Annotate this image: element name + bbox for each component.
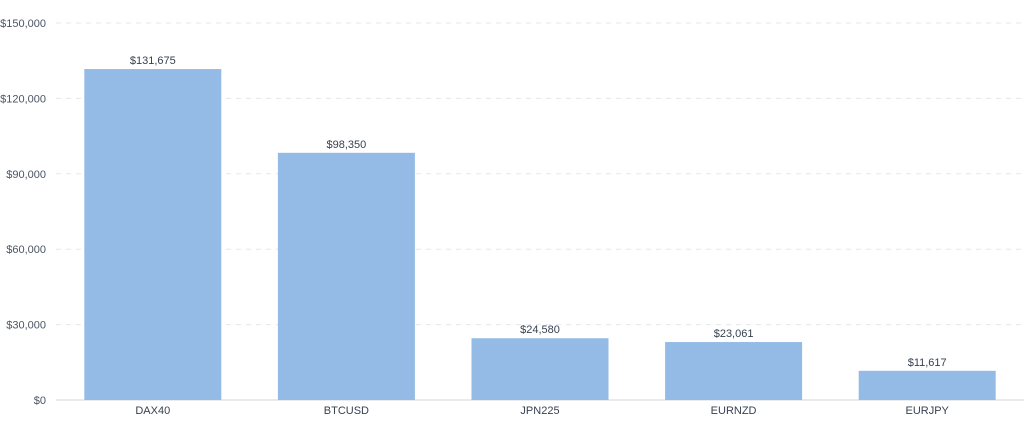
y-tick-label: $150,000	[0, 18, 46, 30]
bar	[858, 370, 996, 400]
x-tick-label: EURNZD	[711, 405, 757, 417]
y-tick-label: $30,000	[6, 320, 46, 332]
bar	[84, 69, 222, 401]
data-label: $11,617	[908, 357, 947, 369]
bar	[471, 338, 609, 400]
y-tick-label: $90,000	[6, 169, 46, 181]
y-tick-label: $0	[34, 395, 46, 407]
data-label: $23,061	[714, 328, 754, 340]
y-tick-label: $120,000	[0, 93, 46, 105]
data-label: $98,350	[327, 139, 367, 151]
y-tick-label: $60,000	[6, 244, 46, 256]
bar	[277, 152, 415, 400]
x-tick-label: BTCUSD	[324, 405, 369, 417]
x-tick-label: DAX40	[135, 405, 170, 417]
data-label: $24,580	[520, 324, 560, 336]
bar	[665, 342, 803, 400]
x-tick-label: JPN225	[520, 405, 559, 417]
data-label: $131,675	[130, 55, 176, 67]
x-tick-label: EURJPY	[905, 405, 949, 417]
